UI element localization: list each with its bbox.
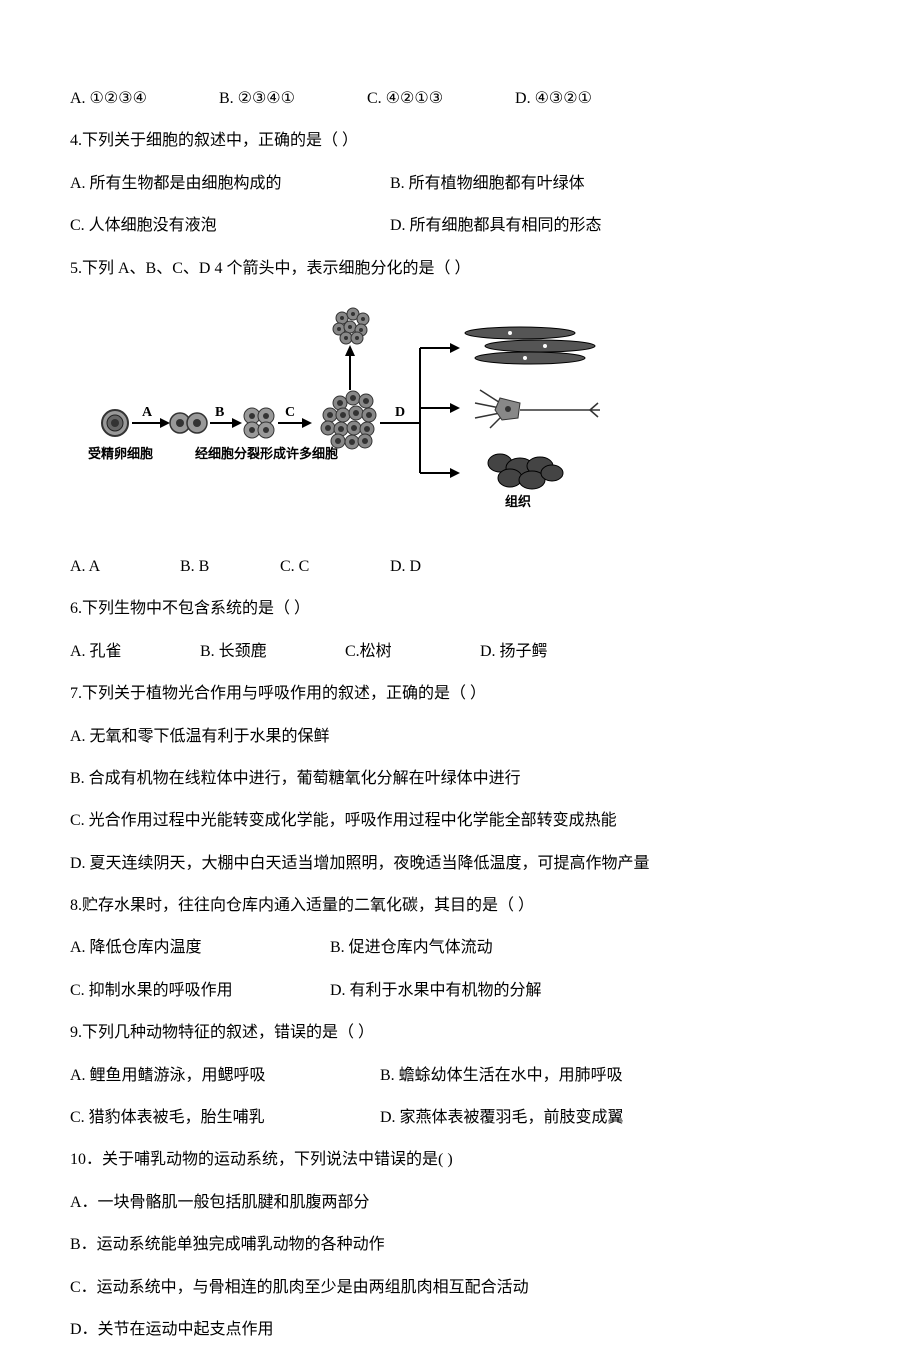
q8-opt-d: D. 有利于水果中有机物的分解 [330, 972, 542, 1010]
q9-opt-c: C. 猎豹体表被毛，胎生哺乳 [70, 1099, 380, 1137]
q5-opt-a: A. A [70, 548, 180, 586]
q9-row2: C. 猎豹体表被毛，胎生哺乳 D. 家燕体表被覆羽毛，前肢变成翼 [70, 1099, 850, 1137]
q3-options-row: A. ①②③④ B. ②③④① C. ④②①③ D. ④③②① [70, 80, 850, 118]
q10-stem: 10．关于哺乳动物的运动系统，下列说法中错误的是( ) [70, 1141, 850, 1179]
q9-row1: A. 鲤鱼用鳍游泳，用鳃呼吸 B. 蟾蜍幼体生活在水中，用肺呼吸 [70, 1057, 850, 1095]
up-arrow-icon [345, 345, 355, 390]
q6-options-row: A. 孔雀 B. 长颈鹿 C.松树 D. 扬子鳄 [70, 633, 850, 671]
q5-diagram: A B C [80, 298, 640, 508]
arrow-b-label: B [215, 405, 224, 420]
q10-opt-d: D．关节在运动中起支点作用 [70, 1311, 850, 1349]
q10-opt-c: C．运动系统中，与骨相连的肌肉至少是由两组肌肉相互配合活动 [70, 1269, 850, 1307]
q6-opt-b: B. 长颈鹿 [200, 633, 345, 671]
two-cells-icon [170, 413, 207, 433]
q4-row1: A. 所有生物都是由细胞构成的 B. 所有植物细胞都有叶绿体 [70, 165, 850, 203]
top-cluster-icon [333, 308, 369, 344]
q7-opt-d: D. 夏天连续阴天，大棚中白天适当增加照明，夜晚适当降低温度，可提高作物产量 [70, 845, 850, 883]
arrow-b-icon: B [210, 405, 242, 428]
muscle-tissue-icon [465, 327, 595, 364]
fertilized-egg-label: 受精卵细胞 [88, 446, 153, 461]
q6-opt-a: A. 孔雀 [70, 633, 200, 671]
q4-opt-c: C. 人体细胞没有液泡 [70, 207, 390, 245]
q5-opt-d: D. D [390, 548, 421, 586]
q7-opt-c: C. 光合作用过程中光能转变成化学能，呼吸作用过程中化学能全部转变成热能 [70, 802, 850, 840]
q7-opt-b: B. 合成有机物在线粒体中进行，葡萄糖氧化分解在叶绿体中进行 [70, 760, 850, 798]
q8-row1: A. 降低仓库内温度 B. 促进仓库内气体流动 [70, 929, 850, 967]
q3-opt-c: C. ④②①③ [367, 80, 443, 118]
arrow-c-label: C [285, 405, 295, 420]
q6-opt-d: D. 扬子鳄 [480, 633, 548, 671]
q8-opt-c: C. 抑制水果的呼吸作用 [70, 972, 330, 1010]
arrow-a-icon: A [132, 405, 170, 428]
q8-stem: 8.贮存水果时，往往向仓库内通入适量的二氧化碳，其目的是（ ） [70, 887, 850, 925]
tissue-label: 组织 [505, 494, 531, 508]
arrow-a-label: A [142, 405, 153, 420]
arrow-d-label: D [395, 405, 405, 420]
q3-opt-d: D. ④③②① [515, 80, 592, 118]
four-cells-icon [244, 408, 274, 438]
q5-options-row: A. A B. B C. C D. D [70, 548, 850, 586]
q10-opt-b: B．运动系统能单独完成哺乳动物的各种动作 [70, 1226, 850, 1264]
q10-opt-a: A．一块骨骼肌一般包括肌腱和肌腹两部分 [70, 1184, 850, 1222]
q9-opt-a: A. 鲤鱼用鳍游泳，用鳃呼吸 [70, 1057, 380, 1095]
q7-stem: 7.下列关于植物光合作用与呼吸作用的叙述，正确的是（ ） [70, 675, 850, 713]
q5-opt-c: C. C [280, 548, 390, 586]
q8-opt-b: B. 促进仓库内气体流动 [330, 929, 493, 967]
q4-opt-a: A. 所有生物都是由细胞构成的 [70, 165, 390, 203]
q4-row2: C. 人体细胞没有液泡 D. 所有细胞都具有相同的形态 [70, 207, 850, 245]
q8-opt-a: A. 降低仓库内温度 [70, 929, 330, 967]
nerve-tissue-icon [475, 390, 600, 428]
q4-opt-b: B. 所有植物细胞都有叶绿体 [390, 165, 585, 203]
q8-row2: C. 抑制水果的呼吸作用 D. 有利于水果中有机物的分解 [70, 972, 850, 1010]
q4-stem: 4.下列关于细胞的叙述中，正确的是（ ） [70, 122, 850, 160]
fertilized-egg-cell-icon [102, 410, 128, 436]
q3-opt-b: B. ②③④① [219, 80, 295, 118]
q5-opt-b: B. B [180, 548, 280, 586]
q5-stem: 5.下列 A、B、C、D 4 个箭头中，表示细胞分化的是（ ） [70, 250, 850, 288]
q6-stem: 6.下列生物中不包含系统的是（ ） [70, 590, 850, 628]
q9-opt-d: D. 家燕体表被覆羽毛，前肢变成翼 [380, 1099, 624, 1137]
q4-opt-d: D. 所有细胞都具有相同的形态 [390, 207, 602, 245]
q9-opt-b: B. 蟾蜍幼体生活在水中，用肺呼吸 [380, 1057, 623, 1095]
q3-opt-a: A. ①②③④ [70, 80, 147, 118]
blob-tissue-icon [488, 454, 563, 489]
arrow-c-icon: C [278, 405, 312, 428]
cell-division-diagram: A B C [80, 298, 640, 508]
q7-opt-a: A. 无氧和零下低温有利于水果的保鲜 [70, 718, 850, 756]
division-label: 经细胞分裂形成许多细胞 [195, 446, 338, 461]
arrow-d-icon: D [380, 343, 460, 478]
q9-stem: 9.下列几种动物特征的叙述，错误的是（ ） [70, 1014, 850, 1052]
cell-cluster-icon [321, 391, 376, 449]
q6-opt-c: C.松树 [345, 633, 480, 671]
